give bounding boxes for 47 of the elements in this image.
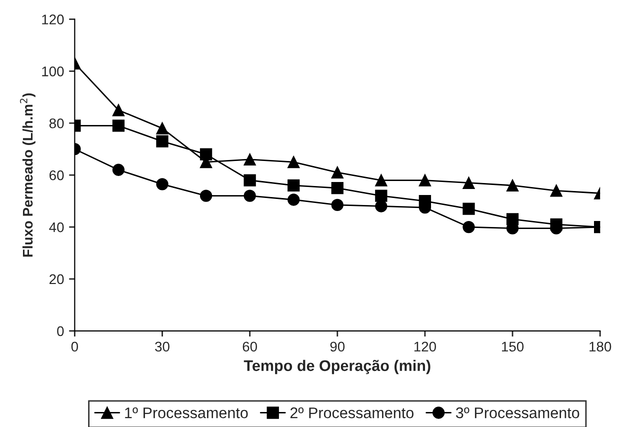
point <box>288 179 300 192</box>
point <box>156 122 168 134</box>
point <box>550 218 562 230</box>
point <box>288 156 300 168</box>
point <box>375 190 388 202</box>
point <box>506 179 519 192</box>
y-tick-label: 20 <box>50 274 64 284</box>
point <box>418 174 432 186</box>
point <box>418 194 432 208</box>
y-tick-label: 120 <box>42 14 64 24</box>
x-tick-label: 0 <box>71 342 78 352</box>
point <box>112 104 125 116</box>
point <box>200 190 212 202</box>
y-tick-label: 100 <box>42 66 64 76</box>
point <box>462 220 475 234</box>
point <box>462 176 475 189</box>
y-tick-label: 60 <box>50 170 64 180</box>
point <box>550 184 562 197</box>
x-tick-label: 60 <box>242 342 258 352</box>
legend-label: 3º Processamento <box>456 407 580 418</box>
point <box>288 194 300 206</box>
y-tick-label: 0 <box>57 326 64 336</box>
point <box>462 202 475 215</box>
x-axis-title: Tempo de Operação (min) <box>244 360 430 374</box>
x-tick-label: 120 <box>414 342 436 352</box>
point <box>112 164 125 176</box>
point <box>331 198 344 212</box>
point <box>244 174 256 186</box>
x-tick-label: 180 <box>590 342 612 352</box>
point <box>156 178 168 190</box>
point <box>244 190 256 202</box>
legend-label: 2º Processamento <box>290 407 414 418</box>
x-tick-label: 90 <box>330 342 345 352</box>
point <box>331 182 344 194</box>
point <box>375 200 388 212</box>
point <box>375 174 388 186</box>
x-tick-label: 30 <box>155 342 170 352</box>
point <box>112 120 125 132</box>
y-tick-label: 40 <box>49 222 64 232</box>
y-axis-title: Fluxo Permeado (L/h.m$^{2}$) <box>20 93 36 257</box>
point <box>156 135 168 148</box>
point <box>244 153 256 166</box>
x-tick-label: 150 <box>502 342 524 352</box>
y-tick-label: 80 <box>49 118 64 128</box>
point <box>331 166 344 179</box>
point <box>506 213 519 226</box>
legend-label: 1º Processamento <box>125 407 248 418</box>
